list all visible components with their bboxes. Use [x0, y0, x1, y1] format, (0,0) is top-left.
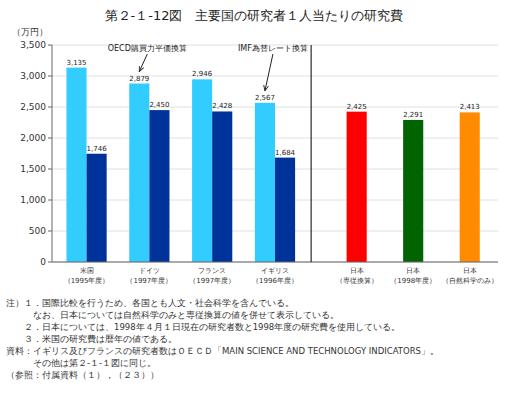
x-tick-label-line: 日本 [463, 267, 477, 275]
x-tick-label-line: （1997年度） [126, 277, 172, 285]
y-tick [48, 107, 52, 108]
x-ticks: 米国 （1995年度） ドイツ （1997年度） フランス （1997年度） イギリス （19… [64, 267, 498, 285]
y-tick [48, 262, 52, 263]
note: （参照：付属資料（１），（２３）） [6, 370, 159, 380]
data-label: 2,428 [212, 102, 232, 110]
y-tick-label: 2,000 [20, 133, 46, 143]
x-tick-label-line: 日本 [350, 267, 364, 275]
bar [347, 112, 367, 262]
note: 資料：イギリス及びフランスの研究者数はＯＥＣＤ「MAIN SCIENCE AND… [6, 346, 439, 356]
data-label: 1,746 [87, 145, 108, 153]
x-tick-label-line: （1995年度） [64, 277, 110, 285]
bar [255, 103, 275, 262]
data-label: 2,425 [347, 103, 367, 111]
y-axis-label: （万円） [12, 27, 48, 37]
y-tick [48, 76, 52, 77]
note: その他は第２-１-１図に同じ。 [6, 358, 156, 368]
title: 第２-１-12図 主要国の研究者１人当たりの研究費 [105, 8, 404, 23]
grid [52, 45, 498, 262]
grid-line [52, 76, 498, 77]
x-tick-label-line: （専従換算） [336, 277, 378, 285]
data-label: 2,450 [149, 101, 169, 109]
note: 注）１．国際比較を行うため、各国とも人文・社会科学を含んでいる。 [6, 298, 294, 308]
bar [129, 84, 149, 262]
data-label: 1,684 [275, 149, 296, 157]
y-tick-label: 0 [40, 257, 46, 267]
y-axis-line [52, 45, 53, 262]
y-tick [48, 138, 52, 139]
bars [66, 68, 479, 262]
bar [66, 68, 86, 262]
x-tick-label: フランス （1997年度） [189, 267, 235, 285]
note: なお、日本については自然科学のみと専従換算の値を併せて表示している。 [6, 310, 339, 320]
annotation-arrow [139, 54, 147, 72]
data-label: 3,135 [66, 59, 86, 67]
y-tick [48, 200, 52, 201]
chart: 第２-１-12図 主要国の研究者１人当たりの研究費 （万円） 0 500 1,000 1,… [0, 0, 508, 398]
notes: 注）１．国際比較を行うため、各国とも人文・社会科学を含んでいる。 なお、日本につ… [6, 298, 439, 380]
x-tick-label: 日本 （自然科学のみ） [442, 267, 498, 285]
bar [149, 110, 169, 262]
x-axis-line [52, 262, 498, 263]
y-tick-label: 2,500 [20, 102, 46, 112]
data-label: 2,946 [192, 70, 213, 78]
data-label: 2,413 [460, 103, 480, 111]
x-tick-label-line: ドイツ [139, 267, 160, 275]
y-tick-label: 1,500 [20, 164, 46, 174]
bar [212, 111, 232, 262]
y-tick [48, 45, 52, 46]
x-tick-label-line: （自然科学のみ） [442, 277, 498, 285]
annotation-arrow [265, 54, 273, 91]
x-tick-label-line: フランス [198, 267, 226, 275]
x-tick-label-line: 日本 [406, 267, 420, 275]
data-label: 2,879 [129, 75, 149, 83]
x-tick-label: 日本 （専従換算） [336, 267, 378, 285]
annotations: OECD購買力平価換算 IMF為替レート換算 [108, 44, 308, 91]
bar [275, 158, 295, 262]
note: ３．米国の研究費は暦年の値である。 [6, 334, 177, 344]
bar [87, 154, 107, 262]
x-tick-label-line: （1996年度） [252, 277, 298, 285]
annotation: IMF為替レート換算 [238, 44, 308, 53]
data-labels: 3,135 1,746 2,879 2,450 2,946 2,428 2,567 1,684… [66, 59, 479, 157]
x-tick-label-line: （1998年度） [390, 277, 436, 285]
y-tick-label: 500 [29, 226, 46, 236]
data-label: 2,567 [255, 94, 275, 102]
y-tick [48, 169, 52, 170]
x-tick-label-line: イギリス [261, 267, 289, 275]
data-label: 2,291 [403, 111, 423, 119]
bar [403, 120, 423, 262]
x-tick-label: 米国 （1995年度） [64, 267, 110, 285]
bar [460, 112, 480, 262]
y-tick [48, 231, 52, 232]
x-tick-label-line: （1997年度） [189, 277, 235, 285]
y-tick-label: 3,000 [20, 71, 46, 81]
y-ticks: 0 500 1,000 1,500 2,000 2,500 3,000 3,500 [20, 40, 52, 267]
y-tick-label: 1,000 [20, 195, 46, 205]
y-tick-label: 3,500 [20, 40, 46, 50]
annotation: OECD購買力平価換算 [108, 44, 187, 53]
x-tick-label: 日本 （1998年度） [390, 267, 436, 285]
x-tick-label-line: 米国 [80, 267, 94, 275]
x-tick-label: ドイツ （1997年度） [126, 267, 172, 285]
bar [192, 79, 212, 262]
x-tick-label: イギリス （1996年度） [252, 267, 298, 285]
note: ２．日本については、1998年４月１日現在の研究者数と1998年度の研究費を使用… [6, 322, 400, 332]
separator [311, 45, 312, 262]
grid-line [52, 262, 498, 263]
